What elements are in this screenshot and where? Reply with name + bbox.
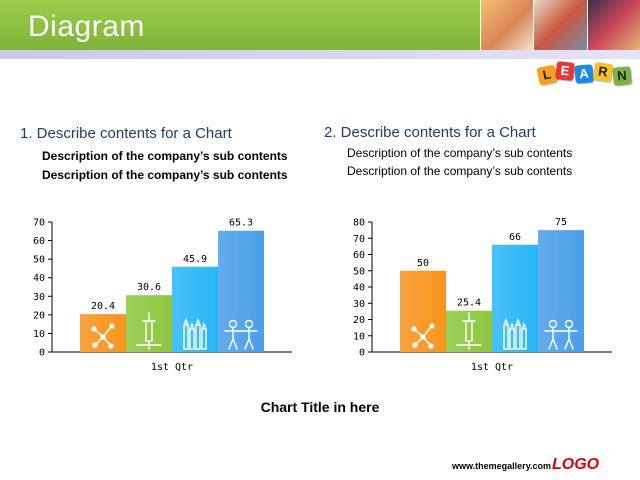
pencils-icon: [503, 318, 527, 350]
chart2-bar-3: [492, 244, 538, 352]
header-photo-crafts: [533, 0, 587, 50]
syringe-icon: [456, 312, 482, 350]
chart-title: Chart Title in here: [260, 399, 380, 415]
chart1-bar-group-3: [172, 266, 218, 352]
bar-chart-2-svg: 0 10 20 30 40 50 60 70 80 50 25.4 66 75 1st Qtr: [353, 217, 612, 373]
header-bar: [0, 0, 480, 50]
header-photos: [480, 0, 640, 50]
chart2-y-tick-label: 40: [353, 283, 365, 294]
chart1-y-tick-label: 40: [33, 273, 45, 284]
chart2-bar-1: [400, 270, 446, 352]
chart2-bar-group-1: [400, 270, 446, 352]
molecule-icon: [91, 323, 115, 349]
header-photo-kids: [586, 0, 640, 50]
chart2-data-label-2: 25.4: [457, 298, 481, 309]
chart2-y-tick-label: 10: [353, 331, 365, 342]
chart1-data-label-3: 45.9: [183, 254, 207, 265]
chart2-data-label-4: 75: [555, 217, 567, 228]
chart1-y-tick-label: 70: [33, 218, 45, 229]
footer-url-link[interactable]: www.themegallery.com: [452, 461, 552, 471]
chart2-data-label-1: 50: [417, 258, 429, 269]
chart1-bar-4: [218, 230, 264, 352]
chart2-x-category-label: 1st Qtr: [471, 362, 513, 373]
chart2-y-tick-label: 30: [353, 299, 365, 310]
section-1-desc-1: Description of the company’s sub content…: [42, 149, 288, 163]
chart1-y-tick-label: 0: [39, 348, 45, 359]
chart2-bar-group-3: [492, 244, 538, 352]
chart1-bar-1: [80, 314, 126, 352]
header-photo-child: [480, 0, 534, 50]
chart2-y-tick-label: 60: [353, 250, 365, 261]
chart2-bar-group-4: [538, 230, 584, 352]
learn-tile-e: E: [555, 61, 575, 81]
chart2-y-tick-label: 20: [353, 315, 365, 326]
chart1-y-tick-label: 60: [33, 236, 45, 247]
chart1-y-tick-label: 10: [33, 329, 45, 340]
chart1-data-label-2: 30.6: [137, 282, 161, 293]
chart2-y-tick-label: 50: [353, 266, 365, 277]
section-2-title: 2. Describe contents for a Chart: [324, 124, 536, 141]
section-1-desc-2: Description of the company’s sub content…: [42, 168, 288, 182]
chart1-y-tick-label: 30: [33, 292, 45, 303]
section-2-desc-2: Description of the company’s sub content…: [347, 164, 573, 178]
chart1-bar-3: [172, 266, 218, 352]
chart2-bar-group-2: [446, 310, 492, 352]
chart1-y-tick-label: 50: [33, 255, 45, 266]
footer-logo: LOGO: [552, 456, 600, 473]
people-icon: [224, 319, 258, 350]
learn-tile-n: N: [612, 66, 632, 86]
learn-blocks-logo: L E A R N: [536, 60, 638, 90]
chart2-y-tick-label: 80: [353, 218, 365, 229]
pencils-icon: [183, 318, 207, 350]
chart1-bar-group-2: [126, 295, 172, 352]
header-stripe: [0, 50, 640, 59]
chart1-bar-group-4: [218, 230, 264, 352]
chart1-data-label-4: 65.3: [229, 218, 253, 229]
learn-tile-a: A: [574, 64, 594, 84]
chart2-bar-4: [538, 230, 584, 352]
chart1-x-category-label: 1st Qtr: [151, 362, 193, 373]
bar-chart-2: 0 10 20 30 40 50 60 70 80 50 25.4 66 75 1st Qtr: [340, 212, 620, 377]
section-1-title: 1. Describe contents for a Chart: [20, 125, 232, 142]
people-icon: [544, 319, 578, 350]
chart1-bar-group-1: [80, 314, 126, 352]
learn-tile-r: R: [592, 61, 614, 83]
molecule-icon: [411, 323, 435, 349]
section-2-desc-1: Description of the company’s sub content…: [347, 146, 573, 160]
chart2-data-label-3: 66: [509, 232, 521, 243]
syringe-icon: [136, 312, 162, 350]
slide-title: Diagram: [28, 10, 145, 43]
chart1-y-tick-label: 20: [33, 310, 45, 321]
bar-chart-1: 0 10 20 30 40 50 60 70 20.4 30.6 45.9 65.3 1st Qtr: [20, 212, 300, 377]
chart2-y-tick-label: 0: [359, 348, 365, 359]
chart2-y-tick-label: 70: [353, 234, 365, 245]
chart1-data-label-1: 20.4: [91, 301, 115, 312]
bar-chart-1-svg: 0 10 20 30 40 50 60 70 20.4 30.6 45.9 65.3 1st Qtr: [33, 218, 292, 373]
